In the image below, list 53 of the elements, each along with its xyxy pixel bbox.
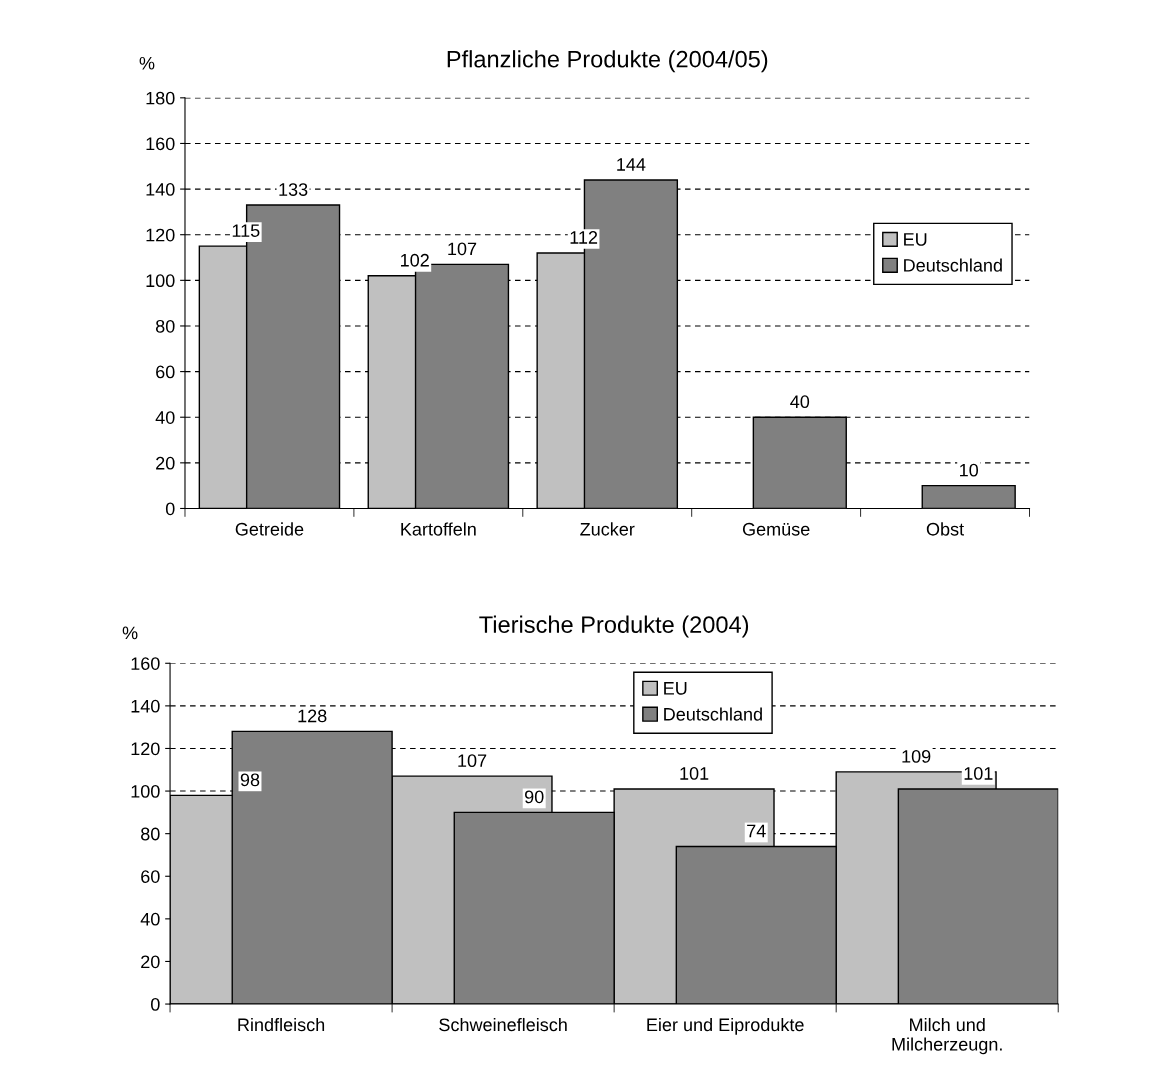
- y-tick-label: 60: [141, 870, 160, 883]
- bar: [921, 484, 1016, 509]
- x-tick-label: Eier und Eiprodukte: [647, 1017, 804, 1035]
- chart-title: Pflanzliche Produkte (2004/05): [447, 50, 768, 73]
- data-label: 115: [232, 224, 260, 237]
- data-label: 101: [680, 767, 709, 780]
- y-axis-title: %: [122, 626, 138, 640]
- x-tick-label: Zucker: [580, 522, 635, 536]
- data-label: 107: [458, 754, 487, 768]
- data-label: 107: [448, 242, 477, 256]
- y-tick-label: 40: [155, 411, 175, 424]
- y-tick-label: 80: [155, 319, 175, 333]
- x-tick-label: Milch und Milcherzeugn.: [892, 1017, 1002, 1055]
- x-tick-label: Getreide: [235, 522, 304, 536]
- data-label: 133: [279, 183, 308, 196]
- x-tick-label: Rindfleisch: [238, 1017, 325, 1032]
- x-tick-label: Kartoffeln: [401, 522, 476, 536]
- data-label: 144: [617, 158, 646, 171]
- y-tick-label: 100: [131, 785, 160, 798]
- y-tick-label: 180: [146, 91, 175, 105]
- y-tick-label: 160: [131, 657, 160, 670]
- y-tick-label: 20: [156, 456, 175, 470]
- x-tick-label: Obst: [926, 522, 964, 536]
- data-label: 90: [525, 790, 544, 804]
- x-tick-label: Gemüse: [742, 522, 810, 536]
- data-label: 40: [790, 395, 810, 409]
- chart-title: Tierische Produkte (2004): [479, 615, 749, 638]
- y-tick-label: 140: [146, 183, 175, 196]
- data-label: 10: [960, 463, 979, 477]
- data-label: 74: [747, 824, 766, 838]
- data-label: 101: [964, 767, 993, 780]
- legend-label: EU: [904, 233, 927, 246]
- y-tick-label: 80: [141, 827, 160, 841]
- legend-label: Deutschland: [904, 258, 1002, 272]
- y-tick-label: 0: [150, 997, 160, 1011]
- y-axis-title: %: [139, 56, 155, 70]
- y-tick-label: 40: [140, 912, 160, 926]
- y-tick-label: 140: [131, 699, 160, 713]
- data-label: 98: [240, 773, 260, 787]
- y-tick-label: 120: [146, 228, 175, 242]
- y-tick-label: 20: [141, 955, 160, 969]
- legend-label: EU: [664, 682, 687, 695]
- legend-label: Deutschland: [664, 707, 762, 721]
- y-tick-label: 100: [146, 274, 175, 288]
- y-tick-label: 160: [146, 137, 175, 151]
- data-label: 128: [298, 709, 327, 723]
- data-label: 109: [902, 749, 931, 763]
- data-label: 102: [401, 253, 429, 267]
- y-tick-label: 120: [131, 742, 160, 756]
- y-tick-label: 60: [156, 365, 175, 379]
- data-label: 112: [570, 231, 598, 244]
- y-tick-label: 0: [165, 502, 175, 516]
- x-tick-label: Schweinefleisch: [439, 1017, 567, 1032]
